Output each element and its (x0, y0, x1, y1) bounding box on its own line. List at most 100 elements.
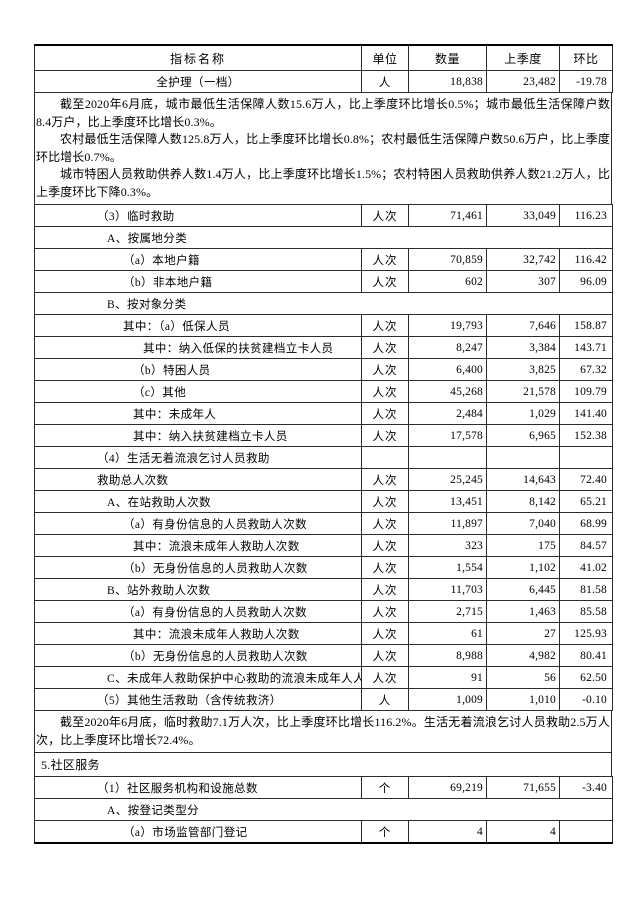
table-row: A、按属地分类 (34, 226, 613, 249)
row-label: （a）市场监管部门登记 (34, 820, 362, 844)
table-row: 全护理（一档）人 18,838 23,482 -19.78 (34, 70, 613, 93)
row-change: 65.21 (559, 490, 613, 513)
row-change (559, 446, 613, 469)
row-quantity: 91 (408, 666, 487, 689)
row-quantity: 2,484 (408, 402, 487, 425)
row-change: 41.02 (559, 556, 613, 579)
row-change: 85.58 (559, 600, 613, 623)
row-unit: 人 (361, 688, 409, 711)
row-label: （5）其他生活救助（含传统救济） (34, 688, 362, 711)
row-unit: 人次 (361, 490, 409, 513)
table-row: （3）临时救助 人次 71,461 33,049 116.23 (34, 204, 613, 227)
group-heading-community-service: 5.社区服务 (34, 753, 612, 777)
row-change: 158.87 (559, 314, 613, 337)
row-change: -3.40 (559, 776, 613, 799)
row-label: （b）无身份信息的人员救助人次数 (34, 556, 362, 579)
row-unit: 人次 (361, 556, 409, 579)
row-label: 全护理（一档） (34, 70, 362, 93)
row-prev-quarter: 4,982 (486, 644, 560, 667)
row-change: -19.78 (559, 70, 613, 93)
row-change (559, 820, 613, 844)
table-row: B、站外救助人次数 人次 11,703 6,445 81.58 (34, 578, 613, 601)
row-unit: 人次 (361, 358, 409, 381)
row-unit: 个 (361, 776, 409, 799)
row-quantity: 8,247 (408, 336, 487, 359)
row-label: （a）有身份信息的人员救助人次数 (34, 512, 362, 535)
row-quantity: 2,715 (408, 600, 487, 623)
row-unit: 人 (361, 70, 409, 93)
col-header-prev-quarter: 上季度 (486, 44, 560, 71)
row-unit: 人次 (361, 512, 409, 535)
row-unit: 人次 (361, 600, 409, 623)
col-header-change: 环比 (559, 44, 613, 71)
row-unit: 个 (361, 820, 409, 844)
row-unit: 人次 (361, 314, 409, 337)
row-label: A、按属地分类 (34, 226, 613, 249)
table-row: （a）有身份信息的人员救助人次数 人次 11,897 7,040 68.99 (34, 512, 613, 535)
row-quantity: 45,268 (408, 380, 487, 403)
table-row: （a）有身份信息的人员救助人次数 人次 2,715 1,463 85.58 (34, 600, 613, 623)
note-line: 截至2020年6月底，城市最低生活保障人数15.6万人，比上季度环比增长0.5%… (36, 97, 610, 129)
row-unit: 人次 (361, 380, 409, 403)
row-prev-quarter: 14,643 (486, 468, 560, 491)
row-change: 116.23 (559, 204, 613, 227)
table-row: （5）其他生活救助（含传统救济）人 1,009 1,010 -0.10 (34, 688, 613, 711)
row-prev-quarter (486, 446, 560, 469)
note-line: 截至2020年6月底，临时救助7.1万人次，比上季度环比增长116.2%。生活无… (36, 715, 610, 747)
table-row: （a）市场监管部门登记个 4 4 (34, 820, 613, 844)
row-label: （4）生活无着流浪乞讨人员救助 (34, 446, 362, 469)
row-unit (361, 446, 409, 469)
row-quantity: 11,703 (408, 578, 487, 601)
row-unit: 人次 (361, 204, 409, 227)
row-label: （b）无身份信息的人员救助人次数 (34, 644, 362, 667)
row-prev-quarter: 1,029 (486, 402, 560, 425)
row-change: 84.57 (559, 534, 613, 557)
row-label: B、按对象分类 (34, 292, 613, 315)
row-quantity: 1,554 (408, 556, 487, 579)
row-quantity: 13,451 (408, 490, 487, 513)
group-heading-label: 5.社区服务 (41, 758, 100, 772)
row-label: 救助总人次数 (34, 468, 362, 491)
row-prev-quarter: 56 (486, 666, 560, 689)
note-line: 农村最低生活保障人数125.8万人，比上季度环比增长0.8%；农村最低生活保障户… (36, 132, 610, 164)
row-change: 72.40 (559, 468, 613, 491)
row-prev-quarter: 307 (486, 270, 560, 293)
row-label: A、按登记类型分 (34, 798, 613, 821)
row-unit: 人次 (361, 468, 409, 491)
table-row: （b）无身份信息的人员救助人次数 人次 8,988 4,982 80.41 (34, 644, 613, 667)
row-prev-quarter: 1,102 (486, 556, 560, 579)
row-change: 109.79 (559, 380, 613, 403)
row-prev-quarter: 1,463 (486, 600, 560, 623)
row-quantity: 61 (408, 622, 487, 645)
row-change: -0.10 (559, 688, 613, 711)
row-prev-quarter: 7,646 (486, 314, 560, 337)
row-prev-quarter: 33,049 (486, 204, 560, 227)
table-row: （1）社区服务机构和设施总数个 69,219 71,655 -3.40 (34, 776, 613, 799)
row-quantity: 25,245 (408, 468, 487, 491)
row-unit: 人次 (361, 644, 409, 667)
row-quantity: 19,793 (408, 314, 487, 337)
row-label: 其中：纳入低保的扶贫建档立卡人员 (34, 336, 362, 359)
note-paragraph-2-wrap: 截至2020年6月底，临时救助7.1万人次，比上季度环比增长116.2%。生活无… (34, 711, 612, 753)
row-unit: 人次 (361, 336, 409, 359)
row-quantity (408, 446, 487, 469)
row-change: 62.50 (559, 666, 613, 689)
stat-table-bottom: （1）社区服务机构和设施总数个 69,219 71,655 -3.40 A、按登记类型分… (34, 776, 613, 844)
row-label: B、站外救助人次数 (34, 578, 362, 601)
row-label: 其中：未成年人 (34, 402, 362, 425)
note-paragraph-1: 截至2020年6月底，城市最低生活保障人数15.6万人，比上季度环比增长0.5%… (34, 93, 612, 205)
note-line: 城市特困人员救助供养人数1.4万人，比上季度环比增长1.5%；农村特困人员救助供… (36, 167, 610, 199)
table-row: 其中：流浪未成年人救助人次数 人次 323 175 84.57 (34, 534, 613, 557)
table-row: （4）生活无着流浪乞讨人员救助 (34, 446, 613, 469)
col-header-label: 指标名称 (34, 44, 362, 71)
table-row: 其中：纳入扶贫建档立卡人员 人次 17,578 6,965 152.38 (34, 424, 613, 447)
row-prev-quarter: 32,742 (486, 248, 560, 271)
row-prev-quarter: 1,010 (486, 688, 560, 711)
row-label: A、在站救助人次数 (34, 490, 362, 513)
table-body-block3: （1）社区服务机构和设施总数个 69,219 71,655 -3.40 A、按登记类型分… (34, 776, 613, 844)
table-row: （a）本地户籍 人次 70,859 32,742 116.42 (34, 248, 613, 271)
row-prev-quarter: 7,040 (486, 512, 560, 535)
row-quantity: 8,988 (408, 644, 487, 667)
table-row: 其中：（a）低保人员 人次 19,793 7,646 158.87 (34, 314, 613, 337)
